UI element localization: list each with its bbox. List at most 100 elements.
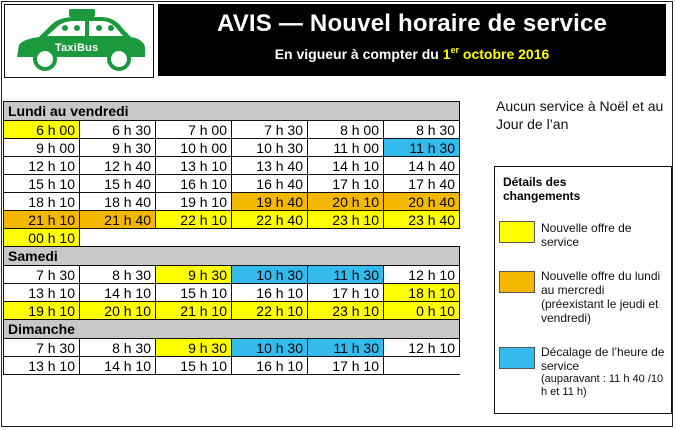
time-cell: 20 h 10 — [307, 192, 384, 211]
time-cell: 15 h 10 — [155, 283, 232, 302]
time-cell: 12 h 10 — [3, 156, 80, 175]
empty-cell — [231, 228, 308, 247]
time-cell: 17 h 10 — [307, 356, 384, 375]
time-cell: 8 h 30 — [383, 120, 460, 139]
time-cell: 13 h 40 — [231, 156, 308, 175]
time-cell: 20 h 40 — [383, 192, 460, 211]
legend-item-mon-wed-text: Nouvelle offre du lundi au mercredi — [541, 269, 661, 297]
time-cell: 20 h 10 — [79, 301, 156, 320]
time-cell: 17 h 10 — [307, 283, 384, 302]
time-cell: 13 h 10 — [155, 156, 232, 175]
empty-cell — [155, 228, 232, 247]
table-row: 13 h 10 14 h 10 15 h 10 16 h 10 17 h 10 — [3, 356, 460, 375]
table-row: 18 h 10 18 h 40 19 h 10 19 h 40 20 h 10 20 h … — [3, 192, 460, 211]
time-cell: 14 h 40 — [383, 156, 460, 175]
time-cell: 23 h 40 — [383, 210, 460, 229]
time-cell: 10 h 30 — [231, 265, 308, 284]
time-cell: 21 h 10 — [155, 301, 232, 320]
table-row: 7 h 30 8 h 30 9 h 30 10 h 30 11 h 30 12 h 10 — [3, 338, 460, 357]
time-cell: 10 h 30 — [231, 338, 308, 357]
legend-item-mon-wed-detail: (préexistant le jeudi et vendredi) — [541, 297, 659, 325]
schedule-table: Lundi au vendredi 6 h 00 6 h 30 7 h 00 7 h 3… — [3, 101, 460, 375]
time-cell: 21 h 10 — [3, 210, 80, 229]
time-cell: 6 h 00 — [3, 120, 80, 139]
time-cell: 7 h 30 — [231, 120, 308, 139]
legend-title: Détails des changements — [503, 175, 580, 203]
time-cell: 12 h 10 — [383, 338, 460, 357]
title-bar: AVIS — Nouvel horaire de service En vigu… — [158, 4, 666, 76]
table-row: 7 h 30 8 h 30 9 h 30 10 h 30 11 h 30 12 h 10 — [3, 265, 460, 284]
time-cell: 8 h 30 — [79, 338, 156, 357]
time-cell: 18 h 10 — [3, 192, 80, 211]
time-cell: 9 h 00 — [3, 138, 80, 157]
table-row: 21 h 10 21 h 40 22 h 10 22 h 40 23 h 10 23 h … — [3, 210, 460, 229]
holiday-note: Aucun service à Noël et au Jour de l’an — [496, 98, 664, 132]
time-cell: 9 h 30 — [155, 338, 232, 357]
time-cell: 15 h 10 — [3, 174, 80, 193]
time-cell: 8 h 00 — [307, 120, 384, 139]
legend-title-line1: Détails des — [503, 175, 567, 189]
legend-swatch-mon-wed — [499, 271, 535, 293]
time-cell: 11 h 30 — [383, 138, 460, 157]
page-subtitle: En vigueur à compter du 1er octobre 2016 — [158, 45, 666, 62]
time-cell: 18 h 40 — [79, 192, 156, 211]
time-cell: 19 h 40 — [231, 192, 308, 211]
time-cell: 11 h 30 — [307, 265, 384, 284]
table-row: 9 h 00 9 h 30 10 h 00 10 h 30 11 h 00 11 h 30 — [3, 138, 460, 157]
taxi-car-icon — [17, 9, 145, 71]
time-cell: 00 h 10 — [3, 228, 80, 247]
time-cell: 14 h 10 — [307, 156, 384, 175]
time-cell: 22 h 10 — [231, 301, 308, 320]
time-cell: 17 h 10 — [307, 174, 384, 193]
time-cell: 12 h 10 — [383, 265, 460, 284]
legend-title-line2: changements — [503, 189, 581, 203]
legend-item-new: Nouvelle offre de service — [541, 221, 632, 249]
time-cell: 8 h 30 — [79, 265, 156, 284]
section-header: Lundi au vendredi — [3, 101, 460, 121]
time-cell: 7 h 30 — [3, 338, 80, 357]
time-cell: 19 h 10 — [3, 301, 80, 320]
time-cell: 15 h 40 — [79, 174, 156, 193]
section-header: Dimanche — [3, 319, 460, 339]
legend: Détails des changements Nouvelle offre d… — [494, 166, 672, 414]
time-cell: 23 h 10 — [307, 210, 384, 229]
time-cell: 22 h 10 — [155, 210, 232, 229]
table-row: 6 h 00 6 h 30 7 h 00 7 h 30 8 h 00 8 h 30 — [3, 120, 460, 139]
empty-cell — [307, 228, 384, 247]
time-cell: 11 h 00 — [307, 138, 384, 157]
legend-item-shift-detail: (auparavant : 11 h 40 /10 h et 11 h) — [541, 373, 664, 398]
time-cell: 10 h 00 — [155, 138, 232, 157]
subtitle-date: 1er octobre 2016 — [442, 45, 550, 62]
time-cell: 21 h 40 — [79, 210, 156, 229]
time-cell: 16 h 10 — [231, 283, 308, 302]
time-cell: 0 h 10 — [383, 301, 460, 320]
time-cell: 7 h 00 — [155, 120, 232, 139]
subtitle-post: octobre 2016 — [459, 46, 550, 62]
empty-cell — [383, 228, 460, 247]
time-cell: 13 h 10 — [3, 356, 80, 375]
time-cell: 7 h 30 — [3, 265, 80, 284]
time-cell: 17 h 40 — [383, 174, 460, 193]
legend-swatch-new — [499, 221, 535, 243]
logo-text: TaxiBus — [55, 42, 99, 54]
time-cell: 9 h 30 — [155, 265, 232, 284]
time-cell: 15 h 10 — [155, 356, 232, 375]
table-row: 15 h 10 15 h 40 16 h 10 16 h 40 17 h 10 17 h … — [3, 174, 460, 193]
time-cell: 10 h 30 — [231, 138, 308, 157]
subtitle-day: 1 — [442, 46, 451, 62]
time-cell: 9 h 30 — [79, 138, 156, 157]
table-row: 19 h 10 20 h 10 21 h 10 22 h 10 23 h 10 0 h 1… — [3, 301, 460, 320]
time-cell: 18 h 10 — [383, 283, 460, 302]
time-cell: 16 h 10 — [155, 174, 232, 193]
legend-item-shift: Décalage de l’heure de service (auparava… — [541, 345, 669, 399]
legend-item-shift-text: Décalage de l’heure de service — [541, 345, 665, 373]
time-cell: 13 h 10 — [3, 283, 80, 302]
section-header: Samedi — [3, 246, 460, 266]
time-cell: 14 h 10 — [79, 283, 156, 302]
table-row: 13 h 10 14 h 10 15 h 10 16 h 10 17 h 10 18 h … — [3, 283, 460, 302]
empty-cell — [383, 356, 460, 375]
table-row: 12 h 10 12 h 40 13 h 10 13 h 40 14 h 10 14 h … — [3, 156, 460, 175]
subtitle-sup: er — [450, 45, 460, 55]
time-cell: 6 h 30 — [79, 120, 156, 139]
